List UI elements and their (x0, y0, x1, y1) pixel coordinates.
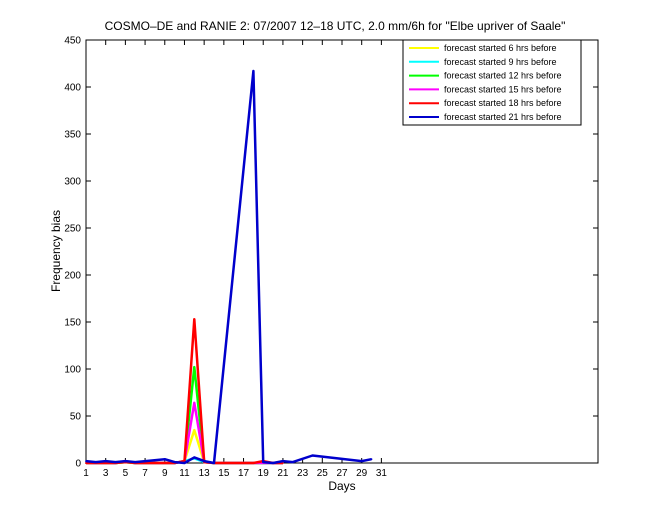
data-point (124, 460, 127, 462)
data-point (193, 429, 196, 431)
y-tick-label: 200 (64, 271, 81, 282)
data-point (252, 462, 255, 464)
data-point (193, 401, 196, 404)
data-point (360, 460, 363, 462)
y-tick-label: 350 (64, 130, 81, 141)
y-tick-label: 400 (64, 83, 81, 94)
data-point (173, 461, 176, 463)
data-point (282, 462, 284, 464)
y-tick-label: 250 (64, 224, 81, 235)
data-point (85, 460, 87, 462)
x-tick-label: 17 (238, 468, 250, 479)
data-point (203, 460, 206, 462)
y-tick-label: 300 (64, 177, 81, 188)
x-tick-label: 13 (199, 468, 211, 479)
x-tick-label: 11 (179, 468, 190, 479)
series-line-6 (85, 69, 372, 465)
data-point (370, 458, 373, 461)
data-point (252, 70, 255, 72)
x-tick-label: 3 (103, 468, 109, 479)
data-point (272, 462, 274, 464)
x-tick-label: 19 (258, 468, 270, 479)
data-point (193, 366, 196, 368)
x-tick-label: 15 (218, 468, 230, 479)
data-point (213, 462, 215, 464)
chart-title: COSMO–DE and RANIE 2: 07/2007 12–18 UTC,… (105, 19, 566, 33)
y-tick-label: 100 (64, 365, 81, 376)
x-tick-label: 29 (356, 468, 368, 479)
x-tick-label: 25 (317, 468, 329, 479)
x-tick-label: 1 (83, 468, 89, 479)
data-point (262, 461, 265, 463)
x-tick-label: 27 (336, 468, 348, 479)
tick-layer: 1 3 5 7 9 11 13 15 17 19 21 23 25 27 29 310501001502002… (64, 36, 598, 479)
x-tick-label: 9 (162, 468, 168, 479)
x-tick-label: 23 (297, 468, 309, 479)
data-point (163, 458, 166, 461)
data-point (104, 462, 107, 464)
legend: forecast started 6 hrs before forecast st… (402, 39, 582, 126)
y-tick-label: 450 (64, 36, 81, 47)
y-axis-label: Frequency bias (49, 210, 63, 292)
y-tick-label: 150 (64, 318, 81, 329)
x-tick-label: 21 (277, 468, 289, 479)
y-tick-label: 50 (70, 412, 82, 423)
x-tick-label: 5 (123, 468, 129, 479)
legend-label: forecast started 9 hrs before (444, 57, 557, 67)
data-point (291, 461, 294, 463)
data-point (311, 454, 314, 457)
series-layer (85, 69, 373, 465)
legend-label: forecast started 15 hrs before (444, 84, 562, 94)
x-axis-label: Days (328, 479, 355, 493)
data-point (163, 462, 166, 464)
data-point (183, 462, 186, 464)
legend-label: forecast started 12 hrs before (444, 71, 562, 81)
data-point (134, 461, 137, 463)
legend-label: forecast started 6 hrs before (444, 43, 557, 53)
data-point (282, 460, 284, 462)
data-point (193, 456, 196, 459)
legend-label: forecast started 21 hrs before (444, 112, 562, 122)
legend-box (402, 39, 582, 126)
data-point (114, 461, 117, 463)
data-point (85, 462, 87, 464)
x-tick-label: 31 (376, 468, 388, 479)
data-point (104, 460, 107, 462)
data-point (193, 318, 196, 321)
data-point (94, 461, 97, 463)
x-tick-label: 7 (142, 468, 148, 479)
legend-label: forecast started 18 hrs before (444, 98, 562, 108)
y-tick-label: 0 (75, 459, 81, 470)
